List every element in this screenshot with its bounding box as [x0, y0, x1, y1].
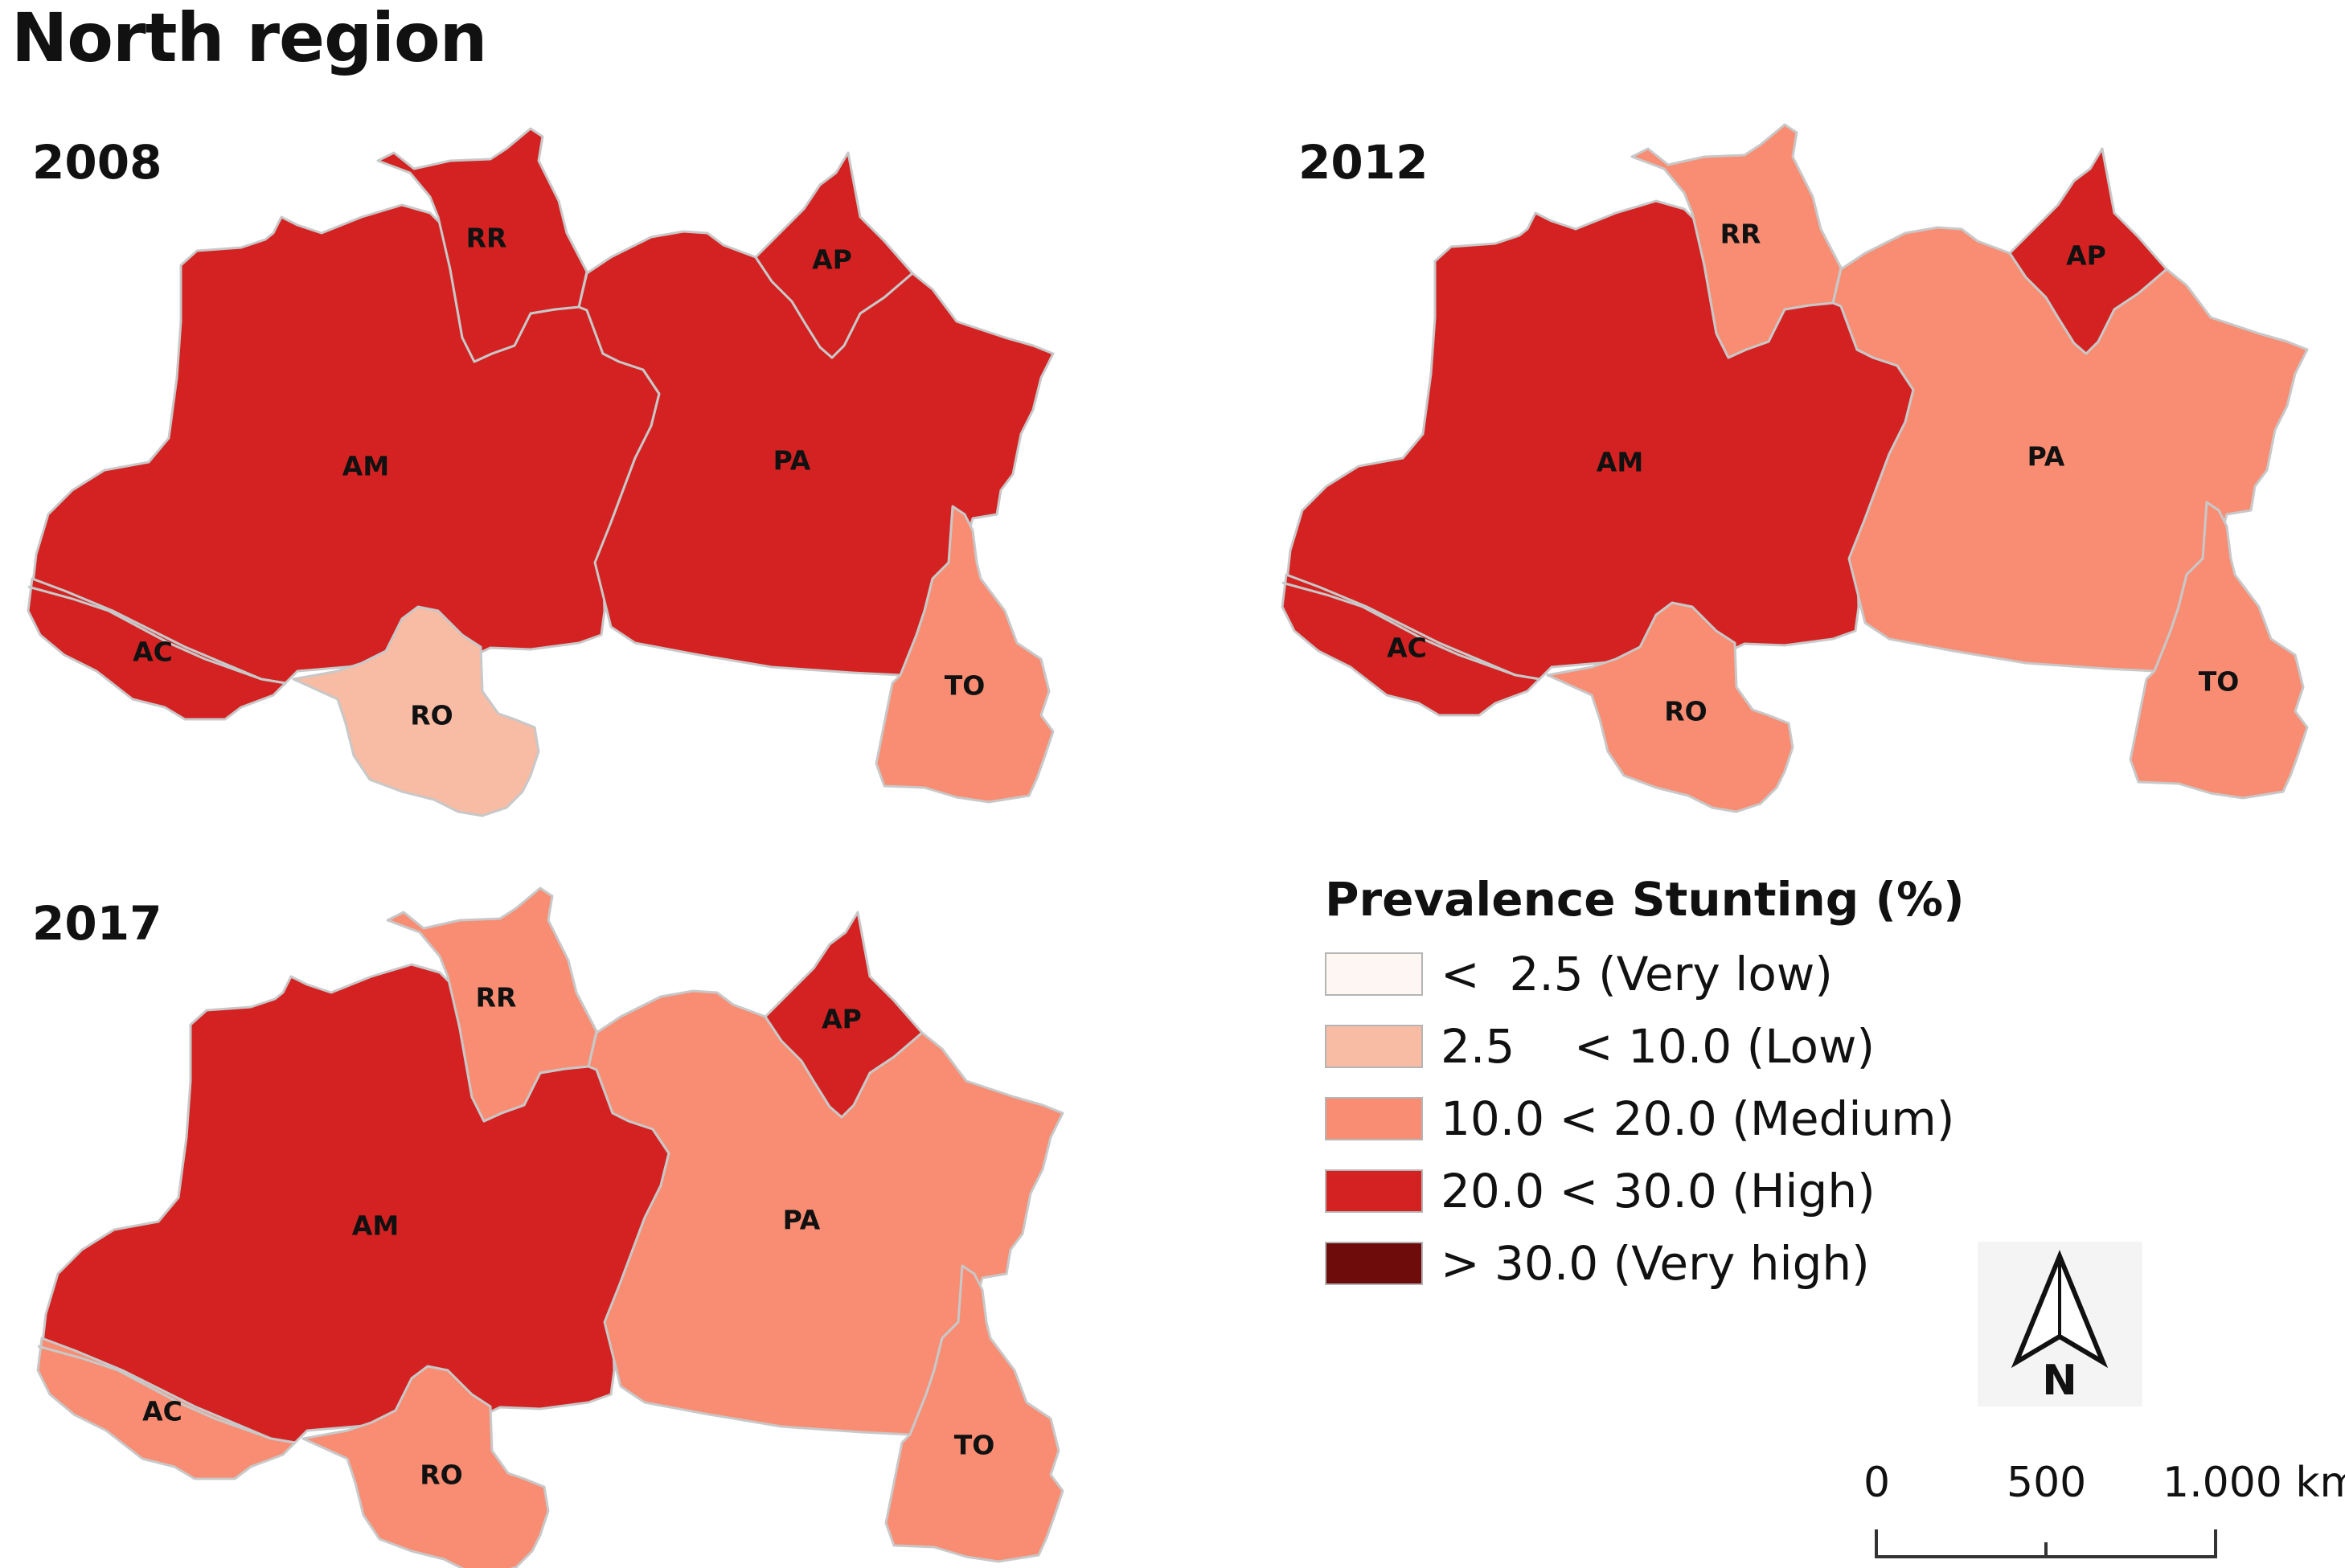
legend-item-very-high: > 30.0 (Very high) — [1325, 1227, 1965, 1300]
state-to — [2129, 501, 2309, 800]
legend-item-low: 2.5 < 10.0 (Low) — [1325, 1010, 1965, 1083]
state-ap — [764, 911, 924, 1119]
state-label-pa: PA — [773, 445, 811, 477]
state-label-ap: AP — [812, 244, 852, 276]
legend-label-high: 20.0 < 30.0 (High) — [1441, 1164, 1876, 1218]
state-label-to: TO — [954, 1430, 995, 1461]
legend: Prevalence Stunting (%) < 2.5 (Very low)… — [1325, 872, 1965, 1300]
state-label-ro: RO — [420, 1460, 462, 1491]
scale-bar: 0 500 1.000 km — [1849, 1459, 2345, 1568]
state-label-ac: AC — [142, 1396, 182, 1427]
map-2012: RR AP AM PA AC RO TO — [1281, 123, 2309, 813]
page-title: North region — [11, 0, 487, 77]
state-rr — [386, 886, 598, 1123]
legend-label-very-high: > 30.0 (Very high) — [1441, 1236, 1870, 1291]
state-label-ap: AP — [2066, 240, 2106, 272]
state-ac — [27, 577, 287, 721]
legend-swatch-very-high — [1325, 1242, 1423, 1285]
legend-item-very-low: < 2.5 (Very low) — [1325, 938, 1965, 1010]
state-ac — [1281, 573, 1541, 717]
legend-label-very-low: < 2.5 (Very low) — [1441, 947, 1833, 1001]
legend-title: Prevalence Stunting (%) — [1325, 872, 1965, 927]
state-label-ro: RO — [1664, 696, 1707, 727]
state-to — [875, 505, 1055, 804]
state-label-rr: RR — [476, 982, 517, 1013]
legend-label-low: 2.5 < 10.0 (Low) — [1441, 1019, 1876, 1074]
state-ro — [301, 1365, 550, 1568]
state-rr — [1630, 123, 1843, 359]
state-label-am: AM — [352, 1210, 399, 1242]
map-year-2008: 2008 — [32, 135, 162, 190]
legend-swatch-high — [1325, 1169, 1423, 1213]
legend-item-medium: 10.0 < 20.0 (Medium) — [1325, 1083, 1965, 1155]
north-arrow-icon: N — [1978, 1242, 2142, 1406]
state-label-ac: AC — [133, 637, 173, 668]
state-border-line — [37, 1345, 272, 1440]
map-year-2012: 2012 — [1298, 135, 1429, 190]
state-border-line — [27, 585, 262, 681]
state-label-pa: PA — [783, 1205, 821, 1236]
state-rr — [376, 127, 588, 363]
state-label-ac: AC — [1387, 633, 1427, 664]
state-to — [884, 1264, 1064, 1563]
north-label: N — [2042, 1357, 2077, 1405]
state-ro — [292, 605, 540, 817]
state-ap — [754, 151, 914, 359]
map-2017: RR AP AM PA AC RO TO — [36, 886, 1064, 1568]
legend-swatch-low — [1325, 1025, 1423, 1068]
state-label-to: TO — [2199, 666, 2240, 698]
state-ro — [1546, 601, 1794, 813]
legend-swatch-very-low — [1325, 952, 1423, 996]
scale-label-1000: 1.000 km — [2163, 1459, 2345, 1507]
state-label-rr: RR — [466, 223, 507, 254]
state-ap — [2008, 147, 2168, 355]
scale-label-0: 0 — [1863, 1459, 1891, 1507]
legend-item-high: 20.0 < 30.0 (High) — [1325, 1155, 1965, 1227]
state-label-pa: PA — [2027, 441, 2065, 473]
state-label-ro: RO — [410, 700, 453, 731]
state-label-am: AM — [342, 451, 389, 482]
state-border-line — [1281, 581, 1516, 677]
legend-label-medium: 10.0 < 20.0 (Medium) — [1441, 1091, 1955, 1146]
map-year-2017: 2017 — [32, 896, 162, 951]
state-label-to: TO — [945, 670, 986, 702]
legend-swatch-medium — [1325, 1097, 1423, 1140]
scale-label-500: 500 — [2007, 1459, 2087, 1507]
state-label-am: AM — [1597, 447, 1643, 478]
state-label-ap: AP — [822, 1004, 862, 1035]
state-ac — [36, 1337, 297, 1480]
map-2008: RR AP AM PA AC RO TO — [27, 127, 1055, 817]
state-label-rr: RR — [1720, 219, 1761, 250]
